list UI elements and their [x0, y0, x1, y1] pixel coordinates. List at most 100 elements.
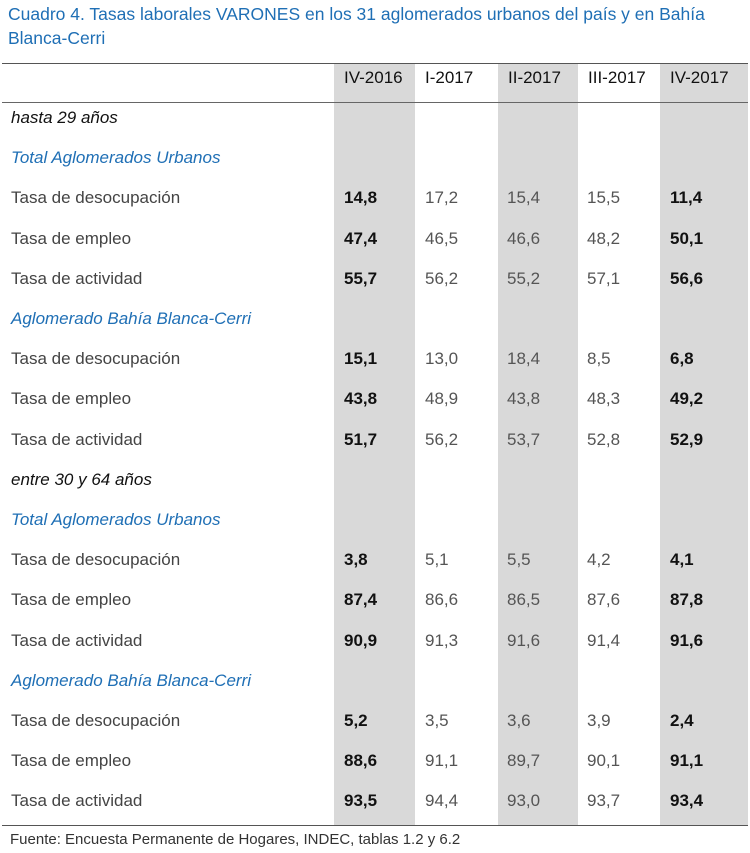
row-label: Tasa de empleo [11, 228, 132, 248]
table-cell: 6,8 [670, 349, 694, 369]
table-cell: 17,2 [425, 188, 459, 208]
table-cell: 15,5 [587, 188, 621, 208]
top-rule [2, 63, 748, 64]
column-header: IV-2017 [670, 68, 729, 87]
header-rule [2, 102, 748, 103]
table-cell: 91,1 [670, 751, 704, 771]
table-cell: 14,8 [344, 188, 378, 208]
table-cell: 86,6 [425, 590, 459, 610]
table-cell: 91,1 [425, 751, 459, 771]
table-cell: 5,2 [344, 711, 368, 730]
row-label: Total Aglomerados Urbanos [11, 510, 221, 529]
table-cell: 4,1 [670, 550, 694, 570]
column-header: II-2017 [508, 68, 561, 87]
table-cell: 87,6 [587, 590, 621, 610]
table-cell: 52,9 [670, 429, 704, 449]
column-header: III-2017 [588, 68, 646, 87]
table-row: Tasa de actividad 51,7 56,2 53,7 52,8 52,9 [0, 420, 750, 460]
table-cell: 90,1 [587, 751, 621, 771]
row-label: Tasa de actividad [11, 429, 143, 449]
table-cell: 13,0 [425, 349, 459, 369]
row-label: Tasa de empleo [11, 590, 132, 610]
source-note: Fuente: Encuesta Permanente de Hogares, … [10, 831, 461, 848]
table-cell: 88,6 [344, 751, 378, 771]
row-label: Tasa de empleo [11, 751, 132, 771]
table-cell: 5,1 [425, 550, 449, 570]
table-row: Tasa de desocupación 14,8 17,2 15,4 15,5 11,4 [0, 178, 750, 218]
table-cell: 91,6 [670, 630, 704, 650]
table-cell: 90,9 [344, 630, 378, 650]
row-label: Total Aglomerados Urbanos [11, 148, 221, 168]
column-header: I-2017 [425, 68, 474, 87]
table-cell: 94,4 [425, 791, 459, 811]
table-row: Tasa de actividad 55,7 56,2 55,2 57,1 56,6 [0, 259, 750, 299]
row-label: Tasa de actividad [11, 630, 143, 650]
table-cell: 18,4 [507, 349, 541, 369]
age-group-row: hasta 29 años [0, 98, 750, 138]
table-cell: 48,2 [587, 228, 621, 248]
table-cell: 49,2 [670, 389, 704, 409]
table-cell: 48,9 [425, 389, 459, 409]
table-row: Tasa de desocupación 3,8 5,1 5,5 4,2 4,1 [0, 540, 750, 580]
table-title: Cuadro 4. Tasas laborales VARONES en los… [8, 4, 705, 48]
row-label: Tasa de desocupación [11, 188, 181, 208]
table-row: Tasa de desocupación 5,2 3,5 3,6 3,9 2,4 [0, 701, 750, 741]
table-cell: 53,7 [507, 429, 541, 449]
table-row: Tasa de actividad 90,9 91,3 91,6 91,4 91,6 [0, 621, 750, 661]
table-cell: 55,2 [507, 268, 541, 288]
row-label: Tasa de desocupación [11, 349, 181, 369]
table-cell: 91,6 [507, 630, 541, 650]
table-cell: 43,8 [507, 389, 541, 409]
table-row: Tasa de empleo 47,4 46,5 46,6 48,2 50,1 [0, 219, 750, 259]
table-row: Tasa de empleo 88,6 91,1 89,7 90,1 91,1 [0, 741, 750, 781]
column-header: IV-2016 [344, 68, 403, 87]
table-cell: 43,8 [344, 389, 378, 409]
table-cell: 50,1 [670, 228, 704, 248]
table-row: Tasa de desocupación 15,1 13,0 18,4 8,5 6,8 [0, 339, 750, 379]
table-cell: 93,4 [670, 791, 704, 811]
table-cell: 3,8 [344, 550, 368, 570]
row-label: Tasa de desocupación [11, 711, 181, 730]
row-label: entre 30 y 64 años [11, 469, 152, 489]
table-cell: 8,5 [587, 349, 611, 369]
section-row: Aglomerado Bahía Blanca-Cerri [0, 299, 750, 339]
table-cell: 56,2 [425, 429, 459, 449]
table-cell: 87,4 [344, 590, 378, 610]
table-cell: 57,1 [587, 268, 621, 288]
bottom-rule [2, 825, 748, 826]
table-cell: 52,8 [587, 429, 621, 449]
table-cell: 93,0 [507, 791, 541, 811]
table-cell: 47,4 [344, 228, 378, 248]
table-cell: 11,4 [670, 188, 703, 208]
table-cell: 3,9 [587, 711, 611, 730]
table-cell: 91,3 [425, 630, 459, 650]
table-row: Tasa de empleo 43,8 48,9 43,8 48,3 49,2 [0, 379, 750, 419]
table-cell: 2,4 [670, 711, 694, 730]
table-cell: 91,4 [587, 630, 621, 650]
table-cell: 86,5 [507, 590, 541, 610]
row-label: Aglomerado Bahía Blanca-Cerri [11, 309, 252, 328]
table-cell: 56,6 [670, 268, 704, 288]
table-row: Tasa de actividad 93,5 94,4 93,0 93,7 93,4 [0, 781, 750, 821]
section-row: Aglomerado Bahía Blanca-Cerri [0, 661, 750, 701]
table-cell: 3,5 [425, 711, 449, 730]
row-label: Aglomerado Bahía Blanca-Cerri [11, 670, 252, 690]
table-cell: 93,7 [587, 791, 621, 811]
table-cell: 51,7 [344, 429, 378, 449]
age-group-row: entre 30 y 64 años [0, 460, 750, 500]
column-shade-iv-2017 [660, 64, 748, 825]
row-label: Tasa de actividad [11, 268, 143, 288]
table-cell: 56,2 [425, 268, 459, 288]
row-label: Tasa de actividad [11, 791, 143, 811]
table-cell: 55,7 [344, 268, 378, 288]
table-cell: 89,7 [507, 751, 541, 771]
table-row: Tasa de empleo 87,4 86,6 86,5 87,6 87,8 [0, 580, 750, 620]
table-cell: 15,4 [507, 188, 541, 208]
table-cell: 93,5 [344, 791, 378, 811]
table-cell: 46,6 [507, 228, 541, 248]
table-cell: 46,5 [425, 228, 459, 248]
table-cell: 3,6 [507, 711, 531, 730]
row-label: Tasa de desocupación [11, 550, 181, 570]
section-row: Total Aglomerados Urbanos [0, 138, 750, 178]
table-cell: 15,1 [344, 349, 378, 369]
